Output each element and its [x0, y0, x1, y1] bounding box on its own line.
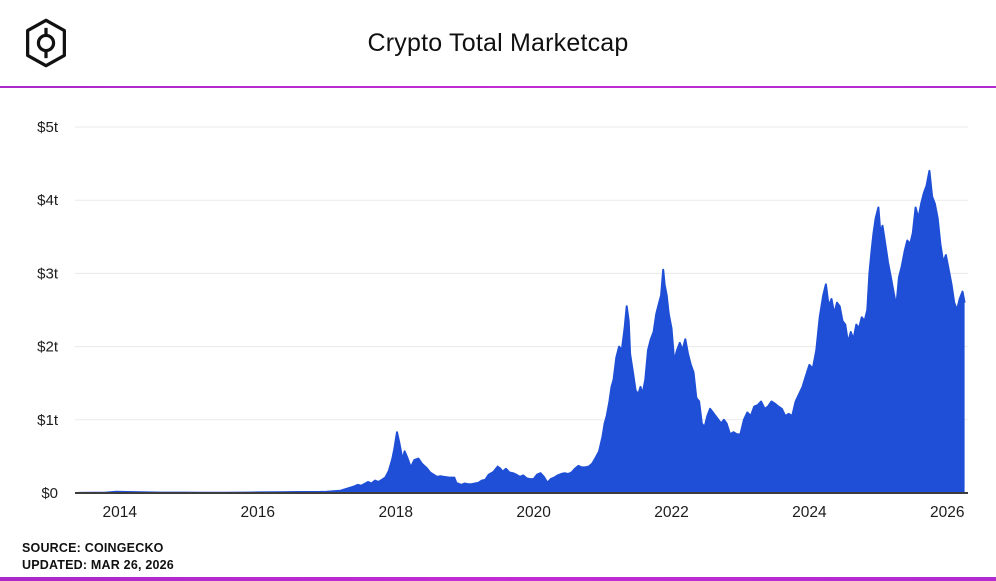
footer: SOURCE: COINGECKO UPDATED: MAR 26, 2026: [0, 533, 996, 574]
marketcap-area-chart: $0 $1t $2t $3t $4t $5t 2014 2016 2018 2020 2022 202…: [37, 119, 968, 521]
x-tick-label: 2026: [930, 504, 964, 521]
marketcap-line: [78, 169, 966, 494]
bottom-accent-bar: [0, 577, 996, 581]
updated-label: UPDATED: MAR 26, 2026: [22, 557, 174, 572]
source-label: SOURCE: COINGECKO: [22, 541, 164, 555]
x-tick-label: 2024: [792, 504, 827, 521]
header-divider: [0, 86, 996, 88]
y-tick-label: $5t: [37, 119, 59, 136]
x-tick-label: 2016: [240, 504, 274, 521]
x-tick-label: 2014: [103, 504, 138, 521]
y-tick-label: $4t: [37, 192, 59, 209]
y-tick-label: $2t: [37, 339, 59, 356]
x-tick-label: 2022: [654, 504, 688, 521]
chart-area: $0 $1t $2t $3t $4t $5t 2014 2016 2018 2020 2022 202…: [0, 88, 996, 533]
y-tick-label: $1t: [37, 412, 59, 429]
x-tick-label: 2018: [378, 504, 412, 521]
page-title: Crypto Total Marketcap: [367, 28, 629, 57]
y-tick-label: $0: [41, 485, 58, 502]
logo-icon: [20, 16, 72, 70]
x-tick-label: 2020: [516, 504, 551, 521]
y-tick-label: $3t: [37, 265, 59, 282]
header: Crypto Total Marketcap: [0, 0, 996, 86]
marketcap-area-series: [78, 170, 965, 493]
